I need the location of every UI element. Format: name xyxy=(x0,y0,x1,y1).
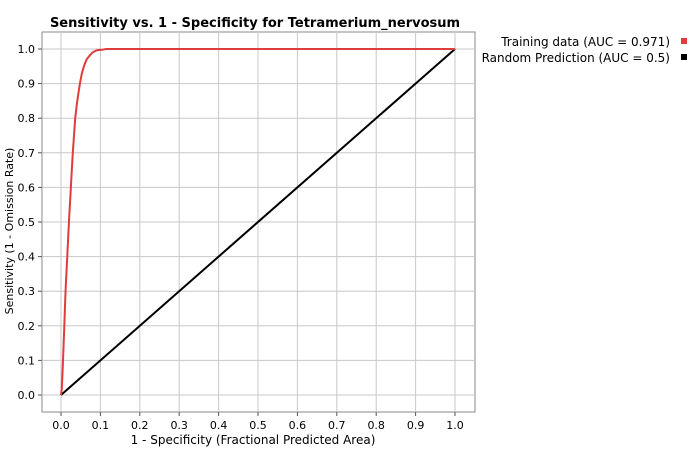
x-tick-label: 1.0 xyxy=(446,419,464,432)
y-tick-label: 0.9 xyxy=(18,78,36,91)
x-axis-label: 1 - Specificity (Fractional Predicted Ar… xyxy=(131,433,376,447)
x-tick-label: 0.6 xyxy=(289,419,307,432)
x-tick-label: 0.3 xyxy=(170,419,188,432)
y-tick-label: 0.7 xyxy=(18,147,36,160)
y-tick-label: 0.2 xyxy=(18,320,36,333)
x-tick-label: 0.2 xyxy=(131,419,149,432)
random-prediction-line xyxy=(60,48,456,396)
series-lines xyxy=(60,48,456,396)
x-axis-ticks: 0.0 0.1 0.2 0.3 0.4 0.5 0.6 0.7 0.8 0.9 1.0 xyxy=(52,412,464,432)
legend-training-swatch xyxy=(681,38,687,44)
y-tick-label: 0.1 xyxy=(18,354,36,367)
legend-random-label: Random Prediction (AUC = 0.5) xyxy=(482,51,670,65)
training-data-line xyxy=(60,48,455,396)
y-tick-label: 1.0 xyxy=(18,43,36,56)
plot-area: 0.0 0.1 0.2 0.3 0.4 0.5 0.6 0.7 0.8 0.9 1.0 0.0 0.1… xyxy=(18,31,476,432)
x-tick-label: 0.8 xyxy=(367,419,385,432)
x-tick-label: 0.0 xyxy=(52,419,70,432)
y-tick-label: 0.6 xyxy=(18,181,36,194)
y-axis-label: Sensitivity (1 - Omission Rate) xyxy=(3,148,16,315)
legend-training-label: Training data (AUC = 0.971) xyxy=(500,35,670,49)
legend: Training data (AUC = 0.971) Random Predic… xyxy=(482,35,687,65)
legend-random-swatch xyxy=(681,54,687,60)
y-axis-ticks: 0.0 0.1 0.2 0.3 0.4 0.5 0.6 0.7 0.8 0.9 1.0 xyxy=(18,43,42,402)
x-tick-label: 0.9 xyxy=(407,419,425,432)
x-tick-label: 0.1 xyxy=(92,419,110,432)
y-tick-label: 0.5 xyxy=(18,216,36,229)
y-tick-label: 0.4 xyxy=(18,251,36,264)
x-tick-label: 0.5 xyxy=(249,419,267,432)
grid-lines xyxy=(42,32,475,412)
y-tick-label: 0.0 xyxy=(18,389,36,402)
y-tick-label: 0.8 xyxy=(18,112,36,125)
chart-title: Sensitivity vs. 1 - Specificity for Tetr… xyxy=(50,16,460,31)
y-tick-label: 0.3 xyxy=(18,285,36,298)
x-tick-label: 0.7 xyxy=(328,419,346,432)
x-tick-label: 0.4 xyxy=(210,419,228,432)
